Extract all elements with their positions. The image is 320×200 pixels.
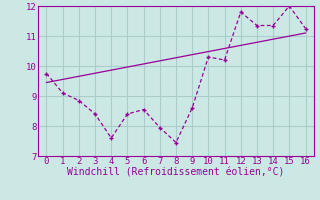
X-axis label: Windchill (Refroidissement éolien,°C): Windchill (Refroidissement éolien,°C) [67,168,285,178]
